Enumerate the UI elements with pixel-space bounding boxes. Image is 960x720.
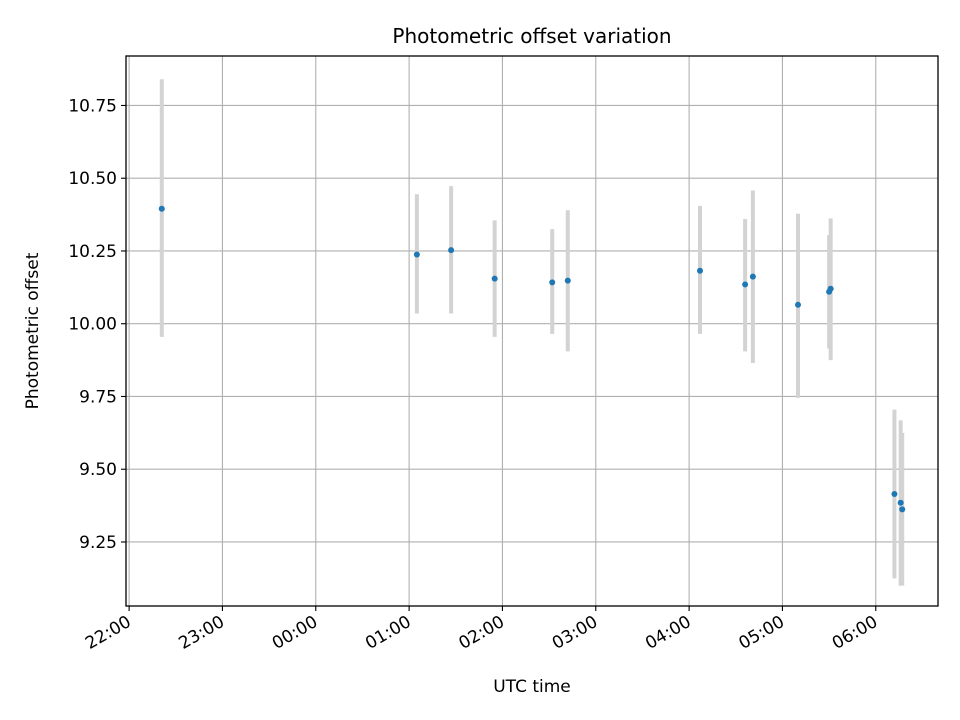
data-point xyxy=(158,205,165,212)
y-tick-label: 9.75 xyxy=(79,387,117,407)
grid xyxy=(126,56,938,606)
y-tick-label: 10.00 xyxy=(68,315,117,335)
data-point xyxy=(549,279,556,286)
plot-frame xyxy=(125,55,939,607)
y-tick-label: 10.50 xyxy=(68,169,117,189)
data-point xyxy=(899,506,906,513)
data-point xyxy=(697,267,703,274)
y-tick-label: 10.25 xyxy=(68,242,117,262)
data-points xyxy=(158,205,906,513)
y-tick-label: 9.50 xyxy=(79,460,117,480)
data-point xyxy=(448,247,455,254)
y-tick-label: 9.25 xyxy=(79,533,117,553)
data-point xyxy=(742,281,749,288)
data-point xyxy=(897,499,904,506)
data-point xyxy=(795,301,801,308)
data-point xyxy=(564,277,571,284)
y-axis-label: Photometric offset xyxy=(23,252,43,409)
data-point xyxy=(891,490,898,497)
chart-title: Photometric offset variation xyxy=(392,24,671,48)
data-point xyxy=(749,273,756,280)
y-tick-label: 10.75 xyxy=(68,96,117,116)
data-point xyxy=(827,285,834,292)
data-point xyxy=(413,251,420,258)
data-point xyxy=(491,275,498,282)
x-axis-label: UTC time xyxy=(493,677,571,697)
